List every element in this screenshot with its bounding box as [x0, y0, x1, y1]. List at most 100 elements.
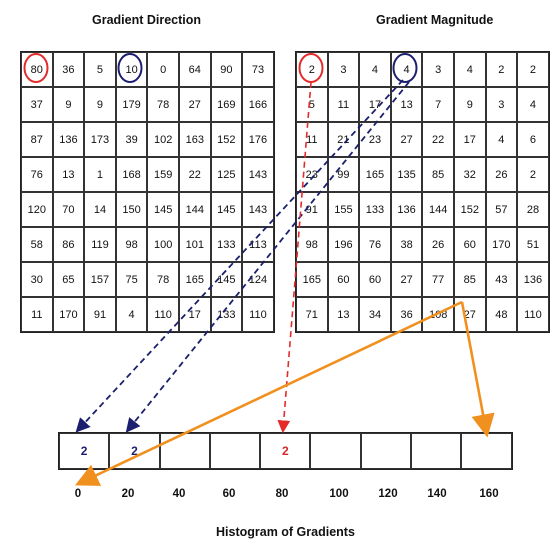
magnitude-cell: 99 — [327, 157, 360, 192]
magnitude-cell: 60 — [453, 227, 486, 262]
magnitude-cell: 34 — [359, 297, 391, 332]
direction-cell: 133 — [210, 297, 243, 332]
histogram-bin — [411, 433, 462, 469]
magnitude-cell: 4 — [517, 87, 549, 122]
magnitude-cell: 85 — [453, 262, 486, 297]
direction-cell: 152 — [210, 122, 243, 157]
direction-cell: 10 — [115, 52, 148, 87]
direction-cell: 125 — [210, 157, 243, 192]
magnitude-cell: 60 — [359, 262, 391, 297]
magnitude-cell: 77 — [422, 262, 454, 297]
magnitude-cell: 4 — [453, 52, 486, 87]
direction-cell: 4 — [115, 297, 148, 332]
magnitude-cell: 13 — [327, 297, 360, 332]
direction-cell: 22 — [178, 157, 211, 192]
magnitude-cell: 136 — [517, 262, 549, 297]
magnitude-cell: 23 — [296, 157, 328, 192]
magnitude-cell: 26 — [422, 227, 454, 262]
histogram-bin — [461, 433, 512, 469]
direction-cell: 37 — [21, 87, 53, 122]
direction-cell: 1 — [84, 157, 116, 192]
direction-cell: 110 — [242, 297, 274, 332]
histogram-tick-label: 60 — [222, 488, 236, 500]
magnitude-cell: 71 — [296, 297, 328, 332]
direction-cell: 166 — [242, 87, 274, 122]
magnitude-cell: 28 — [517, 192, 549, 227]
magnitude-cell: 2 — [517, 52, 549, 87]
histogram-bin: 2 — [59, 433, 110, 469]
direction-cell: 76 — [21, 157, 53, 192]
direction-cell: 100 — [147, 227, 179, 262]
magnitude-cell: 4 — [485, 122, 518, 157]
gradient-magnitude-title: Gradient Magnitude — [376, 13, 494, 27]
gradient-magnitude-grid: 2 3 4 4 3 4 2 2 5 11 17 13 7 9 3 4 11 21 23 27 22 17 4 6 23 99 165… — [295, 51, 550, 333]
direction-cell: 143 — [242, 157, 274, 192]
direction-cell: 58 — [21, 227, 53, 262]
magnitude-cell: 27 — [453, 297, 486, 332]
histogram-tick-label: 140 — [427, 488, 447, 500]
magnitude-cell: 11 — [327, 87, 360, 122]
histogram-bin — [159, 433, 210, 469]
direction-cell: 176 — [242, 122, 274, 157]
direction-cell: 5 — [84, 52, 116, 87]
histogram-tick-label: 100 — [329, 488, 349, 500]
gradient-direction-title: Gradient Direction — [92, 13, 202, 27]
magnitude-cell: 17 — [453, 122, 486, 157]
direction-cell: 102 — [147, 122, 179, 157]
magnitude-cell: 133 — [359, 192, 391, 227]
direction-cell: 64 — [178, 52, 211, 87]
direction-cell: 78 — [147, 87, 179, 122]
direction-cell: 98 — [115, 227, 148, 262]
magnitude-cell: 3 — [327, 52, 360, 87]
magnitude-cell: 21 — [327, 122, 360, 157]
magnitude-cell: 32 — [453, 157, 486, 192]
direction-cell: 143 — [242, 192, 274, 227]
magnitude-cell: 3 — [422, 52, 454, 87]
direction-cell: 78 — [147, 262, 179, 297]
magnitude-cell: 48 — [485, 297, 518, 332]
direction-cell: 144 — [178, 192, 211, 227]
direction-cell: 119 — [84, 227, 116, 262]
direction-cell: 70 — [52, 192, 85, 227]
direction-cell: 9 — [52, 87, 85, 122]
magnitude-cell: 196 — [327, 227, 360, 262]
magnitude-cell: 13 — [390, 87, 423, 122]
histogram-tick-label: 80 — [275, 488, 289, 500]
direction-cell: 145 — [210, 192, 243, 227]
magnitude-cell: 43 — [485, 262, 518, 297]
gradient-direction-grid: 80 36 5 10 0 64 90 73 37 9 9 179 78 27 169 166 87 136 173 3… — [20, 51, 275, 333]
magnitude-cell: 2 — [296, 52, 328, 87]
magnitude-cell: 152 — [453, 192, 486, 227]
direction-cell: 27 — [178, 87, 211, 122]
magnitude-cell: 6 — [517, 122, 549, 157]
direction-cell: 17 — [178, 297, 211, 332]
direction-cell: 168 — [115, 157, 148, 192]
magnitude-cell: 165 — [296, 262, 328, 297]
histogram-bin: 2 — [109, 433, 160, 469]
magnitude-cell: 110 — [517, 297, 549, 332]
magnitude-cell: 27 — [390, 122, 423, 157]
direction-cell: 110 — [147, 297, 179, 332]
direction-cell: 87 — [21, 122, 53, 157]
magnitude-cell: 91 — [296, 192, 328, 227]
magnitude-cell: 23 — [359, 122, 391, 157]
magnitude-cell: 98 — [296, 227, 328, 262]
histogram-bin — [310, 433, 361, 469]
magnitude-cell: 60 — [327, 262, 360, 297]
direction-cell: 124 — [242, 262, 274, 297]
direction-cell: 157 — [84, 262, 116, 297]
direction-cell: 179 — [115, 87, 148, 122]
histogram-bin — [360, 433, 412, 469]
direction-cell: 73 — [242, 52, 274, 87]
histogram-bin — [209, 433, 261, 469]
magnitude-cell: 11 — [296, 122, 328, 157]
direction-cell: 145 — [147, 192, 179, 227]
magnitude-cell: 2 — [485, 52, 518, 87]
magnitude-cell: 9 — [453, 87, 486, 122]
direction-cell: 86 — [52, 227, 85, 262]
direction-cell: 113 — [242, 227, 274, 262]
direction-cell: 0 — [147, 52, 179, 87]
direction-cell: 165 — [178, 262, 211, 297]
direction-cell: 150 — [115, 192, 148, 227]
